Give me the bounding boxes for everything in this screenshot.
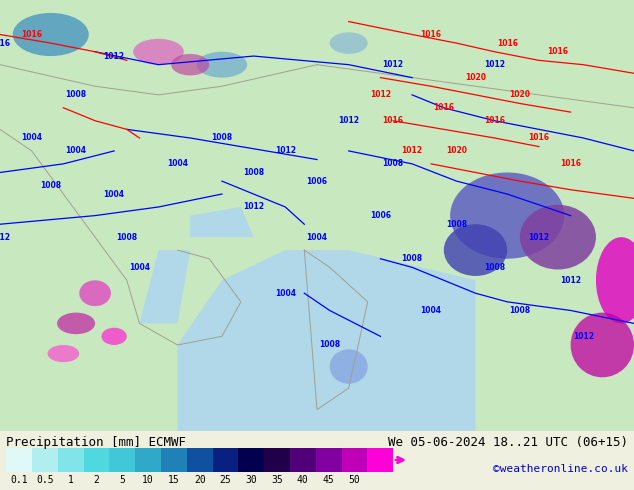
Bar	[6, 448, 32, 472]
Ellipse shape	[171, 54, 209, 75]
Text: 1008: 1008	[509, 306, 531, 315]
Text: 1004: 1004	[129, 263, 150, 272]
Text: 1012: 1012	[560, 276, 581, 285]
Bar	[135, 448, 161, 472]
Bar	[110, 448, 135, 472]
Ellipse shape	[79, 280, 111, 306]
Ellipse shape	[444, 224, 507, 276]
Bar	[264, 448, 290, 472]
Text: 1004: 1004	[65, 147, 87, 155]
Text: 1012: 1012	[528, 233, 550, 242]
Bar	[32, 448, 58, 472]
Text: 0.5: 0.5	[36, 475, 54, 485]
Text: 1008: 1008	[401, 254, 423, 263]
Text: 1008: 1008	[116, 233, 138, 242]
Text: 1008: 1008	[446, 220, 467, 229]
Text: 1004: 1004	[21, 133, 42, 143]
Ellipse shape	[330, 32, 368, 54]
Polygon shape	[139, 250, 190, 323]
Text: 10: 10	[142, 475, 154, 485]
Text: 1012: 1012	[370, 90, 391, 99]
Bar	[367, 448, 393, 472]
Bar	[84, 448, 110, 472]
Text: 1016: 1016	[433, 103, 455, 112]
Text: 25: 25	[219, 475, 231, 485]
Polygon shape	[190, 207, 254, 237]
Text: 1016: 1016	[0, 39, 11, 48]
Ellipse shape	[197, 52, 247, 77]
Text: 1012: 1012	[338, 116, 359, 125]
Text: 1016: 1016	[382, 116, 404, 125]
Text: 1004: 1004	[103, 190, 125, 198]
Bar	[290, 448, 316, 472]
Bar	[161, 448, 187, 472]
Bar	[187, 448, 212, 472]
Text: 1012: 1012	[484, 60, 505, 69]
Ellipse shape	[571, 313, 634, 377]
Ellipse shape	[596, 237, 634, 323]
Text: 2: 2	[94, 475, 100, 485]
Text: 1012: 1012	[401, 147, 423, 155]
Ellipse shape	[450, 172, 564, 259]
Text: 1008: 1008	[319, 341, 340, 349]
Text: 1016: 1016	[547, 47, 569, 56]
Text: 1008: 1008	[243, 168, 264, 177]
Bar	[316, 448, 342, 472]
Text: 1020: 1020	[509, 90, 531, 99]
Text: 1004: 1004	[275, 289, 296, 298]
Text: 1004: 1004	[167, 159, 188, 169]
Ellipse shape	[13, 13, 89, 56]
Ellipse shape	[330, 349, 368, 384]
Text: 15: 15	[168, 475, 180, 485]
Text: 1004: 1004	[306, 233, 328, 242]
Text: 1016: 1016	[420, 30, 442, 39]
Polygon shape	[178, 250, 476, 431]
Text: 20: 20	[194, 475, 205, 485]
Text: We 05-06-2024 18..21 UTC (06+15): We 05-06-2024 18..21 UTC (06+15)	[387, 436, 628, 449]
Text: 1008: 1008	[382, 159, 404, 169]
Ellipse shape	[101, 328, 127, 345]
Bar	[212, 448, 238, 472]
Text: 1004: 1004	[420, 306, 442, 315]
Text: Precipitation [mm] ECMWF: Precipitation [mm] ECMWF	[6, 436, 186, 449]
Text: 1006: 1006	[370, 211, 391, 220]
Text: 5: 5	[119, 475, 126, 485]
Text: 40: 40	[297, 475, 309, 485]
Text: 1016: 1016	[484, 116, 505, 125]
Text: 1012: 1012	[573, 332, 594, 341]
Text: 35: 35	[271, 475, 283, 485]
Text: 1008: 1008	[65, 90, 87, 99]
Text: 1012: 1012	[0, 233, 11, 242]
Text: 1012: 1012	[243, 202, 264, 212]
Ellipse shape	[48, 345, 79, 362]
Text: 1016: 1016	[528, 133, 550, 143]
Text: 1008: 1008	[211, 133, 233, 143]
Text: 1012: 1012	[103, 51, 125, 61]
Text: 1020: 1020	[465, 73, 486, 82]
Text: 1012: 1012	[382, 60, 404, 69]
Text: 1012: 1012	[275, 147, 296, 155]
Text: 45: 45	[323, 475, 335, 485]
Text: 1020: 1020	[446, 147, 467, 155]
Text: 50: 50	[349, 475, 360, 485]
Ellipse shape	[57, 313, 95, 334]
Text: 0.1: 0.1	[10, 475, 28, 485]
Text: 1016: 1016	[496, 39, 518, 48]
Text: 1008: 1008	[484, 263, 505, 272]
Text: 30: 30	[245, 475, 257, 485]
Text: 1006: 1006	[306, 176, 328, 186]
Text: ©weatheronline.co.uk: ©weatheronline.co.uk	[493, 465, 628, 474]
Text: 1016: 1016	[560, 159, 581, 169]
Bar	[342, 448, 367, 472]
Bar	[238, 448, 264, 472]
Ellipse shape	[133, 39, 184, 65]
Text: 1016: 1016	[21, 30, 42, 39]
Text: 1008: 1008	[40, 181, 61, 190]
Text: 1: 1	[68, 475, 74, 485]
Ellipse shape	[520, 205, 596, 270]
Bar	[58, 448, 84, 472]
